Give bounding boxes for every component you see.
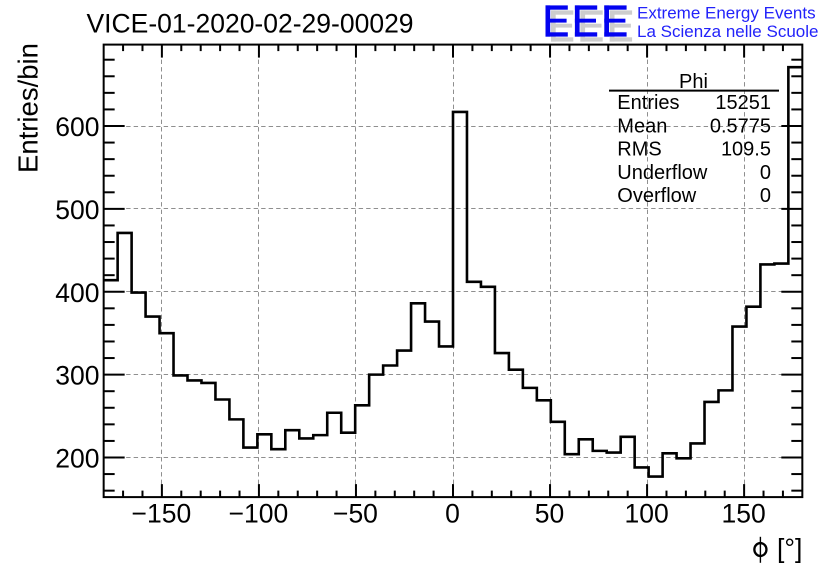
svg-text:200: 200: [55, 444, 99, 474]
svg-text:150: 150: [722, 498, 766, 528]
svg-text:400: 400: [55, 278, 99, 308]
svg-text:Entries: Entries: [617, 92, 679, 114]
svg-text:100: 100: [624, 498, 668, 528]
svg-text:0: 0: [445, 498, 460, 528]
svg-text:Phi: Phi: [679, 71, 708, 93]
svg-text:600: 600: [55, 112, 99, 142]
svg-text:0.5775: 0.5775: [710, 115, 771, 137]
svg-text:0: 0: [760, 162, 771, 184]
svg-text:300: 300: [55, 361, 99, 391]
svg-text:−100: −100: [229, 498, 289, 528]
svg-text:50: 50: [535, 498, 564, 528]
svg-text:−50: −50: [333, 498, 378, 528]
svg-text:[°]: [°]: [777, 533, 802, 563]
svg-text:500: 500: [55, 195, 99, 225]
svg-text:109.5: 109.5: [721, 139, 771, 161]
svg-text:−150: −150: [132, 498, 192, 528]
svg-text:Mean: Mean: [617, 115, 667, 137]
svg-text:Overflow: Overflow: [617, 185, 696, 207]
svg-text:RMS: RMS: [617, 139, 661, 161]
svg-text:La Scienza nelle Scuole: La Scienza nelle Scuole: [637, 22, 818, 41]
svg-text:Extreme Energy Events: Extreme Energy Events: [637, 4, 816, 23]
svg-text:VICE-01-2020-02-29-00029: VICE-01-2020-02-29-00029: [87, 9, 414, 39]
svg-text:Entries/bin: Entries/bin: [13, 43, 44, 173]
svg-text:0: 0: [760, 185, 771, 207]
svg-text:Underflow: Underflow: [617, 162, 708, 184]
svg-text:15251: 15251: [715, 92, 771, 114]
